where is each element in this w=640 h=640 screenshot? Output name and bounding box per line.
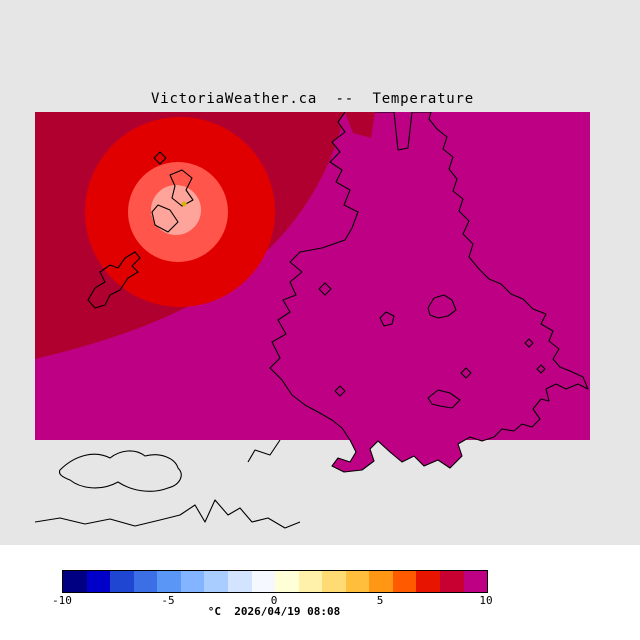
island-bullseye-south <box>151 204 179 233</box>
colorbar-segment <box>463 571 488 592</box>
temperature-map <box>35 112 590 529</box>
colorbar-segment <box>227 571 252 592</box>
colorbar-segment <box>392 571 417 592</box>
colorbar-segment <box>298 571 323 592</box>
station-marker <box>181 201 187 207</box>
colorbar-tick: -10 <box>52 594 72 607</box>
colorbar-tick: 0 <box>270 594 278 607</box>
coastlines <box>35 112 589 529</box>
island-bullseye-north <box>169 169 194 207</box>
island-diamond-2 <box>318 282 332 296</box>
colorbar-segment <box>251 571 276 592</box>
colorbar-segment <box>345 571 370 592</box>
south-coast-line <box>35 499 301 529</box>
colorbar-segment <box>86 571 111 592</box>
island-diamond-1 <box>153 151 167 165</box>
colorbar-tick: -5 <box>161 594 175 607</box>
colorbar-segment <box>133 571 158 592</box>
island-diamond-5 <box>524 338 534 348</box>
south-lakes-outline <box>58 450 182 492</box>
colorbar-segment <box>369 571 393 592</box>
page-title: VictoriaWeather.ca -- Temperature <box>150 91 474 107</box>
island-diamond-6 <box>536 364 546 374</box>
colorbar-segment <box>440 571 464 592</box>
peninsula-warm-patch <box>345 112 375 138</box>
colorbar-segment <box>322 571 346 592</box>
temperature-field <box>35 112 590 440</box>
island-outline-southeast <box>427 389 461 409</box>
island-chain-west <box>87 251 141 309</box>
colorbar-tick: 10 <box>479 594 493 607</box>
colorbar-segment <box>416 571 440 592</box>
lake-outline-2 <box>427 294 457 319</box>
colorbar-segment <box>275 571 299 592</box>
south-coastline-detail <box>35 439 301 529</box>
colorbar-tick: 5 <box>376 594 384 607</box>
island-outlines <box>87 151 546 409</box>
timestamp-caption: °C 2026/04/19 08:08 <box>207 605 341 618</box>
lake-outline-1 <box>379 311 395 327</box>
hot-contour-core <box>151 185 201 235</box>
colorbar-segment <box>110 571 134 592</box>
colorbar-segment <box>63 571 87 592</box>
island-diamond-4 <box>460 367 472 379</box>
colorbar-segment <box>180 571 205 592</box>
colorbar-segment <box>204 571 228 592</box>
colorbar-segment <box>157 571 181 592</box>
mainland-coastline <box>269 112 589 473</box>
inlet-line <box>247 439 281 463</box>
colorbar-ticks: -10 -5 0 5 10 <box>52 594 493 607</box>
temperature-colorbar <box>62 570 488 593</box>
island-diamond-3 <box>334 385 346 397</box>
